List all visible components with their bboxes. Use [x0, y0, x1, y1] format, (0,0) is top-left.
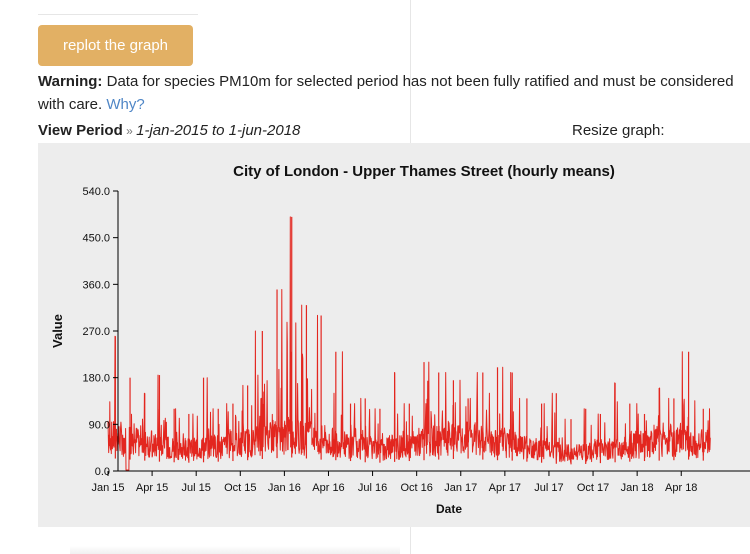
chart-panel: 0.0 90.0 180.0 270.0 360.0 450.0 540.0 Jan 15 A… — [38, 143, 750, 527]
y-tick-label: 0.0 — [95, 466, 110, 478]
view-period-value: 1-jan-2015 to 1-jun-2018 — [136, 122, 301, 139]
x-tick-label: Oct 17 — [577, 482, 609, 494]
x-tick-label: Jan 16 — [268, 482, 301, 494]
x-tick-label: Jan 15 — [91, 482, 124, 494]
x-tick-label: Jul 17 — [534, 482, 563, 494]
x-tick-label: Jan 18 — [621, 482, 654, 494]
x-tick-label: Jul 16 — [358, 482, 387, 494]
ratification-warning: Warning: Data for species PM10m for sele… — [38, 70, 743, 116]
line-chart: 0.0 90.0 180.0 270.0 360.0 450.0 540.0 Jan 15 A… — [50, 163, 750, 516]
x-tick-label: Jan 17 — [444, 482, 477, 494]
top-divider — [38, 0, 198, 15]
y-ticks: 0.0 90.0 180.0 270.0 360.0 450.0 540.0 — [82, 186, 118, 478]
y-tick-label: 180.0 — [82, 373, 110, 385]
warning-text: Data for species PM10m for selected peri… — [38, 73, 734, 113]
x-tick-label: Apr 15 — [136, 482, 168, 494]
x-tick-label: Oct 16 — [400, 482, 432, 494]
view-period: View Period » 1-jan-2015 to 1-jun-2018 — [38, 122, 300, 139]
bottom-fade — [70, 546, 400, 554]
y-axis-label: Value — [50, 314, 65, 348]
data-layer — [107, 216, 711, 471]
replot-button[interactable]: replot the graph — [38, 25, 193, 66]
x-axis-label: Date — [436, 502, 462, 516]
x-tick-label: Apr 17 — [489, 482, 521, 494]
resize-graph-label: Resize graph: — [572, 122, 665, 139]
x-tick-label: Apr 18 — [665, 482, 697, 494]
y-tick-label: 90.0 — [89, 419, 110, 431]
chart-title: City of London - Upper Thames Street (ho… — [233, 163, 615, 180]
x-ticks: Jan 15 Apr 15 Jul 15 Oct 15 Jan 16 Apr 16 Jul … — [91, 471, 697, 494]
y-tick-label: 540.0 — [82, 186, 110, 198]
view-period-separator: » — [122, 124, 137, 138]
y-tick-label: 450.0 — [82, 233, 110, 245]
x-tick-label: Apr 16 — [312, 482, 344, 494]
y-tick-label: 360.0 — [82, 279, 110, 291]
view-period-label[interactable]: View Period — [38, 122, 123, 139]
y-tick-label: 270.0 — [82, 326, 110, 338]
x-tick-label: Jul 15 — [182, 482, 211, 494]
x-tick-label: Oct 15 — [224, 482, 256, 494]
warning-label: Warning: — [38, 73, 103, 90]
why-link[interactable]: Why? — [106, 96, 145, 113]
